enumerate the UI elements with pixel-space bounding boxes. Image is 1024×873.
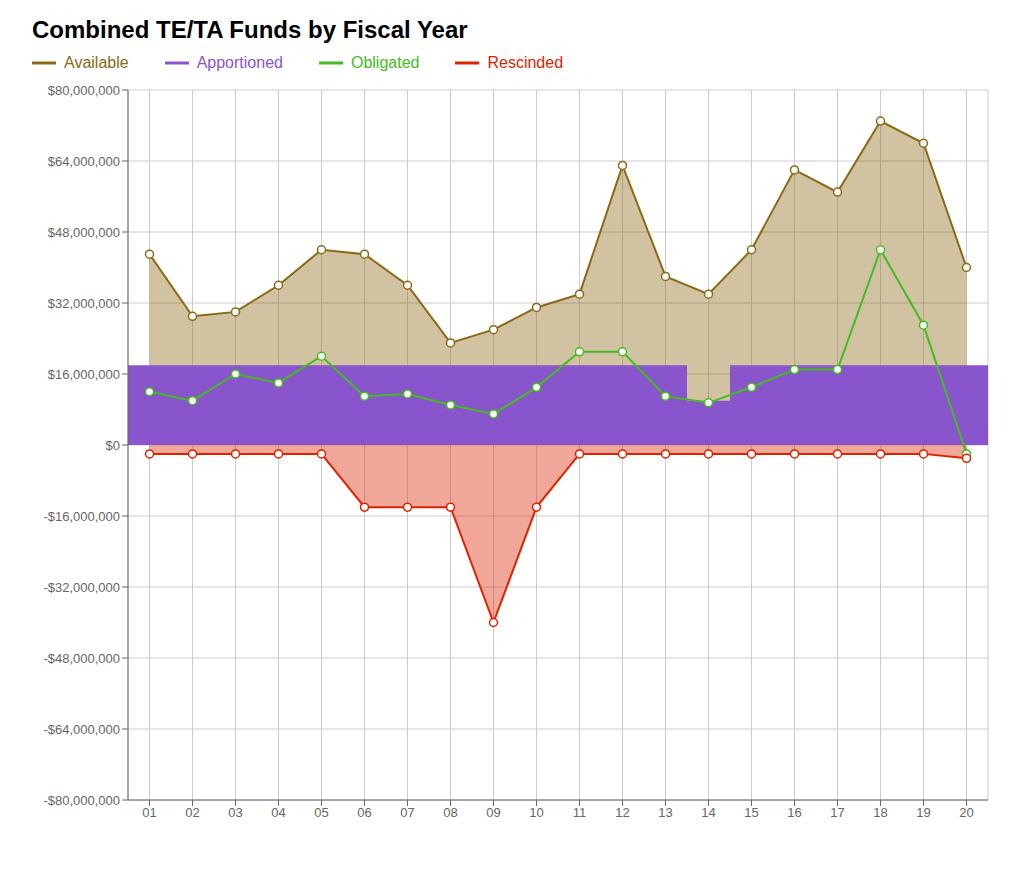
- svg-text:02: 02: [185, 805, 199, 820]
- svg-text:20: 20: [959, 805, 973, 820]
- svg-text:$80,000,000: $80,000,000: [48, 83, 120, 98]
- svg-text:04: 04: [271, 805, 285, 820]
- svg-text:09: 09: [486, 805, 500, 820]
- svg-text:18: 18: [873, 805, 887, 820]
- svg-text:01: 01: [142, 805, 156, 820]
- html-text:Combined TE/TA Funds by Fiscal: Combined TE/TA Funds by Fiscal Year: [32, 16, 468, 43]
- svg-text:10: 10: [529, 805, 543, 820]
- html-text:Available: Available: [64, 54, 129, 71]
- svg-text:$0: $0: [106, 438, 120, 453]
- svg-text:$16,000,000: $16,000,000: [48, 367, 120, 382]
- svg-text:-$64,000,000: -$64,000,000: [43, 722, 120, 737]
- svg-text:-$48,000,000: -$48,000,000: [43, 651, 120, 666]
- svg-text:08: 08: [443, 805, 457, 820]
- svg-text:12: 12: [615, 805, 629, 820]
- svg-text:05: 05: [314, 805, 328, 820]
- svg-text:$48,000,000: $48,000,000: [48, 225, 120, 240]
- html-text:Rescinded: Rescinded: [487, 54, 563, 71]
- svg-text:19: 19: [916, 805, 930, 820]
- svg-text:16: 16: [787, 805, 801, 820]
- svg-text:07: 07: [400, 805, 414, 820]
- svg-text:-$32,000,000: -$32,000,000: [43, 580, 120, 595]
- svg-text:11: 11: [573, 805, 587, 820]
- svg-text:06: 06: [357, 805, 371, 820]
- svg-text:17: 17: [830, 805, 844, 820]
- svg-text:$32,000,000: $32,000,000: [48, 296, 120, 311]
- svg-text:15: 15: [744, 805, 758, 820]
- svg-text:14: 14: [701, 805, 715, 820]
- svg-text:13: 13: [658, 805, 672, 820]
- svg-text:-$16,000,000: -$16,000,000: [43, 509, 120, 524]
- svg-text:03: 03: [228, 805, 242, 820]
- html-text:Obligated: Obligated: [350, 54, 420, 71]
- html-text:Apportioned: Apportioned: [196, 54, 283, 71]
- svg-text:$64,000,000: $64,000,000: [48, 154, 120, 169]
- svg-text:-$80,000,000: -$80,000,000: [43, 793, 120, 808]
